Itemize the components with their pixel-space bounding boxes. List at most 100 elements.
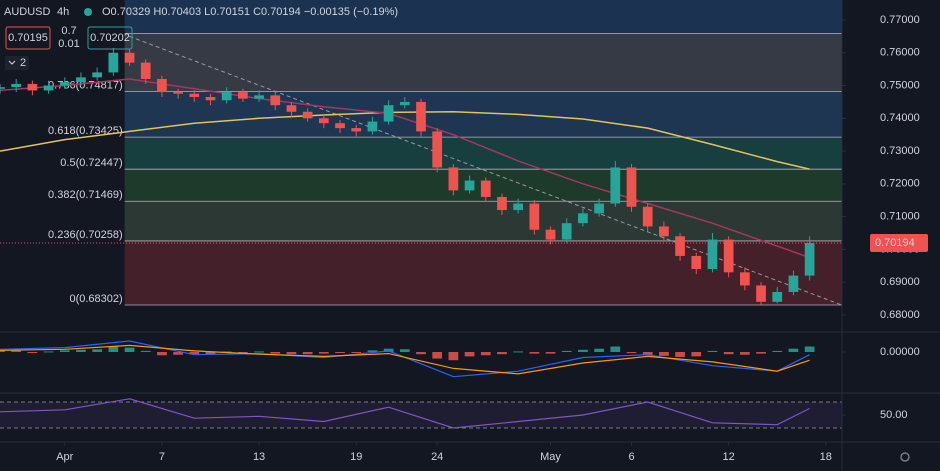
y-tick-label: 0.72000	[880, 178, 920, 190]
interval[interactable]: 4h	[57, 6, 69, 18]
settings-icon[interactable]	[900, 452, 910, 462]
spread-top: 0.7	[61, 25, 76, 37]
macd-histogram-bar	[221, 351, 232, 353]
candle-body	[513, 203, 524, 211]
candle-body	[254, 95, 264, 99]
y-tick-label: 0.71000	[880, 211, 920, 223]
macd-histogram-bar	[513, 351, 524, 353]
macd-histogram-bar	[0, 349, 5, 352]
trendline	[129, 35, 843, 306]
macd-histogram-bar	[707, 350, 718, 352]
last-price-label: 0.70194	[875, 237, 915, 249]
macd-histogram-bar	[76, 349, 86, 352]
header: AUDUSD 4h O0.70329 H0.70403 L0.70151 C0.…	[4, 6, 398, 70]
candle-body	[76, 77, 86, 83]
macd-histogram-bar	[157, 351, 167, 356]
macd-histogram-bar	[642, 351, 653, 356]
symbol[interactable]: AUDUSD	[4, 6, 51, 18]
macd-histogram-bar	[659, 351, 669, 356]
macd-histogram-bar	[108, 346, 119, 352]
rsi-line	[0, 398, 810, 429]
plot-area: 0.786(0.74817)0.618(0.73425)0.5(0.72447)…	[0, 0, 843, 429]
candle-body	[432, 131, 443, 168]
candle-body	[221, 92, 232, 101]
macd-histogram-bar	[788, 348, 799, 352]
candle-body	[189, 93, 200, 98]
candle-body	[238, 92, 248, 99]
indicator-toggle[interactable]	[5, 56, 29, 70]
fib-band	[124, 137, 842, 170]
macd-histogram-bar	[238, 351, 248, 354]
candle-body	[367, 121, 378, 132]
candle-body	[804, 243, 815, 276]
macd-histogram-bar	[739, 351, 750, 355]
candle-body	[108, 52, 119, 73]
macd-histogram-bar	[286, 351, 297, 355]
macd-histogram-bar	[464, 351, 475, 357]
macd-histogram-bar	[335, 351, 345, 354]
candle-body	[626, 167, 637, 207]
fib-level-label: 0.236(0.70258)	[48, 229, 123, 241]
macd-histogram-bar	[43, 351, 54, 353]
macd-histogram-bar	[92, 349, 103, 352]
indicator-count[interactable]: 2	[20, 57, 26, 69]
macd-histogram-bar	[205, 351, 216, 355]
candle-body	[173, 92, 183, 94]
candle-body	[318, 118, 329, 124]
macd-histogram-bar	[416, 351, 426, 355]
y-tick-label: 0.76000	[880, 47, 920, 59]
candle-body	[464, 180, 475, 191]
candle-body	[756, 285, 766, 302]
sell-price[interactable]: 0.70195	[8, 32, 48, 44]
candle-body	[610, 167, 621, 204]
candle-body	[448, 167, 459, 191]
status-dot	[84, 8, 92, 16]
candle-body	[788, 275, 799, 292]
fib-band	[124, 33, 842, 92]
y-tick-label: 0.75000	[880, 79, 920, 91]
macd-line	[0, 344, 810, 375]
x-tick-label: 7	[159, 451, 165, 463]
candle-body	[416, 101, 426, 132]
candle-body	[27, 83, 38, 91]
macd-histogram-bar	[351, 351, 362, 353]
sell-button[interactable]	[5, 26, 51, 50]
macd-histogram-bar	[254, 351, 264, 353]
macd-histogram-bar	[545, 351, 556, 354]
macd-histogram-bar	[675, 351, 685, 357]
candle-body	[92, 72, 103, 78]
macd-histogram-bar	[529, 351, 540, 354]
x-tick-label: Apr	[56, 451, 73, 463]
macd-histogram-bar	[11, 350, 22, 352]
macd-histogram-bar	[318, 351, 329, 354]
candle-body	[302, 111, 313, 119]
macd-histogram-bar	[140, 350, 151, 352]
candle-body	[205, 97, 216, 101]
candle-body	[59, 82, 70, 86]
macd-histogram-bar	[497, 351, 507, 355]
x-tick-label: 19	[350, 451, 362, 463]
last-price-tag	[870, 234, 928, 253]
macd-histogram-bar	[189, 351, 200, 355]
candle-body	[399, 101, 410, 106]
candle-body	[529, 203, 540, 230]
x-tick-label: 18	[820, 451, 832, 463]
macd-histogram-bar	[27, 351, 38, 354]
fib-level-label: 0(0.68302)	[69, 293, 122, 305]
candle-body	[286, 105, 297, 112]
buy-price[interactable]: 0.70202	[90, 32, 130, 44]
buy-button[interactable]	[87, 26, 133, 50]
x-tick-label: 6	[628, 451, 634, 463]
y-tick-label: 0.77000	[880, 14, 920, 26]
candle-body	[675, 236, 685, 256]
y-tick-label: 50.00	[880, 409, 908, 421]
macd-histogram-bar	[270, 351, 281, 354]
macd-histogram-bar	[432, 351, 443, 359]
candle-body	[157, 78, 167, 93]
candle-body	[497, 196, 507, 211]
candle-body	[383, 105, 394, 122]
candle-body	[561, 223, 572, 240]
candle-body	[545, 229, 556, 240]
candle-body	[707, 239, 718, 270]
macd-histogram-bar	[561, 350, 572, 352]
